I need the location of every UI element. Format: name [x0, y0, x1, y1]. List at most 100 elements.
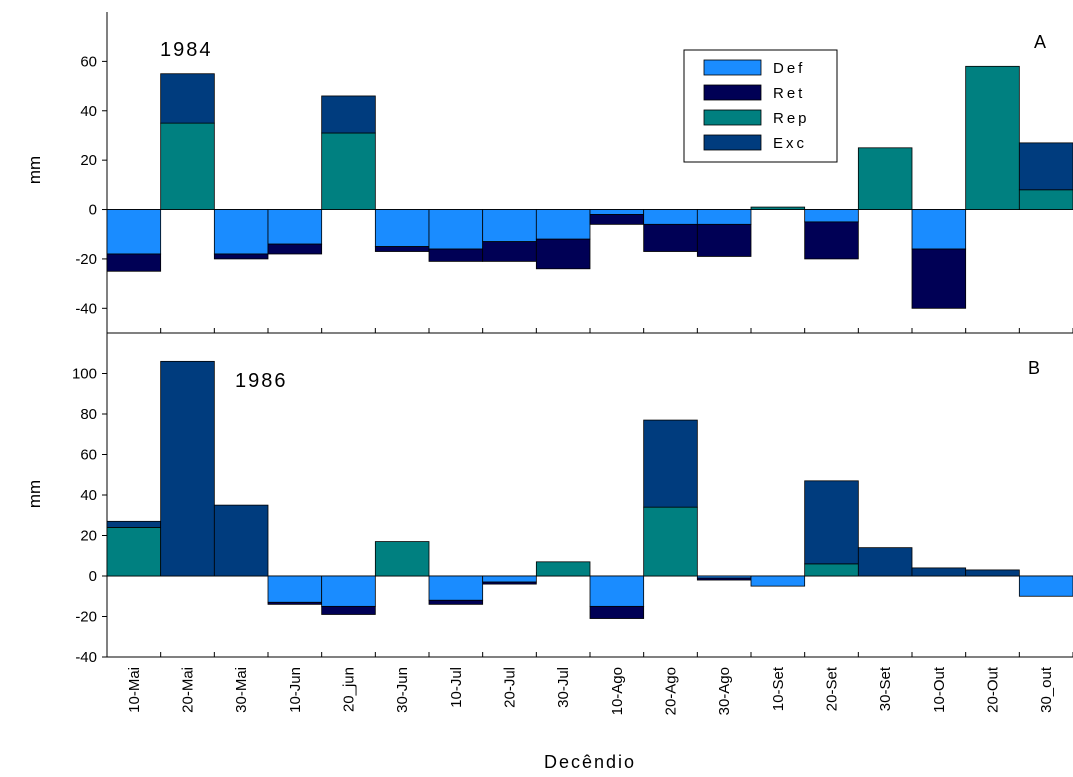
bar-a-def-7 — [482, 209, 537, 243]
bar-a-ret-7 — [482, 241, 537, 262]
bar-b-exc-14 — [857, 547, 913, 577]
bar-b-rep-10 — [643, 506, 698, 577]
bar-a-ret-2 — [213, 253, 269, 260]
y-tick-label-b: 20 — [80, 528, 97, 545]
category-label-1: 20-Mai — [180, 667, 197, 713]
bar-a-exc-4 — [321, 95, 376, 134]
year-label-a: 1984 — [160, 39, 213, 61]
bar-a-exc-1 — [160, 73, 215, 124]
bar-a-rep-1 — [160, 122, 215, 210]
bar-a-rep-17 — [1018, 189, 1073, 210]
legend-label-exc: Exc — [773, 135, 807, 152]
legend-swatch-exc — [703, 134, 762, 151]
bar-a-def-10 — [643, 209, 698, 225]
panel-b: -40 -20 0 20 40 60 80 100 mm 1986 B — [25, 333, 1073, 666]
bar-a-def-3 — [267, 209, 323, 245]
bar-a-def-6 — [428, 209, 484, 250]
category-label-11: 30-Ago — [716, 667, 733, 715]
legend-label-def: Def — [773, 60, 805, 77]
bar-a-rep-16 — [965, 65, 1020, 210]
category-label-14: 30-Set — [877, 666, 894, 711]
bar-a-ret-13 — [804, 221, 859, 260]
y-tick-label-b: 0 — [89, 568, 97, 585]
panel-a: -40 -20 0 20 40 60 mm 1984 A — [25, 12, 1073, 334]
y-tick-label-b: -20 — [75, 609, 97, 626]
category-label-9: 10-Ago — [609, 667, 626, 715]
bar-b-def-17 — [1018, 575, 1073, 597]
bar-a-def-11 — [696, 209, 752, 225]
y-tick-label-a: 60 — [80, 53, 97, 70]
category-label-7: 20-Jul — [502, 667, 519, 708]
bar-a-ret-0 — [106, 253, 162, 272]
bar-b-rep-13 — [804, 563, 859, 577]
y-tick-label-a: 40 — [80, 103, 97, 120]
y-tick-label-b: 80 — [80, 406, 97, 423]
y-tick-label-a: -40 — [75, 300, 97, 317]
legend-swatch-ret — [703, 84, 762, 101]
y-tick-label-a: 0 — [89, 202, 97, 219]
bar-a-def-8 — [535, 209, 591, 240]
bar-a-ret-15 — [911, 248, 967, 309]
bar-a-def-13 — [804, 209, 859, 223]
bar-a-ret-5 — [374, 246, 430, 252]
bar-b-def-6 — [428, 575, 484, 601]
legend-label-ret: Ret — [773, 85, 805, 102]
bar-b-ret-11 — [696, 577, 752, 581]
bar-a-rep-14 — [857, 147, 913, 210]
bar-b-def-9 — [589, 575, 645, 607]
category-label-10: 20-Ago — [663, 667, 680, 715]
category-label-15: 10-Out — [931, 666, 948, 713]
bar-a-def-15 — [911, 209, 967, 250]
bar-b-ret-3 — [267, 601, 323, 605]
bar-a-ret-3 — [267, 243, 323, 255]
legend-swatch-def — [703, 59, 762, 76]
bar-b-def-4 — [321, 575, 376, 607]
bar-b-rep-5 — [374, 541, 430, 577]
panel-letter-b: B — [1028, 358, 1040, 378]
bar-a-ret-11 — [696, 223, 752, 257]
bar-b-exc-15 — [911, 567, 967, 577]
y-tick-label-b: 100 — [72, 366, 97, 383]
bar-a-rep-4 — [321, 132, 376, 210]
category-label-2: 30-Mai — [233, 667, 250, 713]
bar-a-def-0 — [106, 209, 162, 255]
category-label-16: 20-Out — [985, 666, 1002, 713]
legend-swatch-rep — [703, 109, 762, 126]
panel-letter-a: A — [1034, 32, 1046, 52]
y-tick-label-a: 20 — [80, 152, 97, 169]
category-label-8: 30-Jul — [555, 667, 572, 708]
bar-a-ret-9 — [589, 214, 645, 225]
bar-b-rep-8 — [535, 561, 591, 577]
y-axis-title-a: mm — [25, 156, 44, 184]
category-label-4: 20_jun — [341, 667, 358, 712]
bar-b-def-3 — [267, 575, 323, 603]
bar-b-exc-16 — [965, 569, 1020, 577]
bar-b-def-7 — [482, 575, 537, 583]
bar-a-def-2 — [213, 209, 269, 255]
x-axis: 10-Mai 20-Mai 30-Mai 10-Jun 20_jun 30-Jun 10-J… — [126, 666, 1055, 715]
category-label-6: 10-Jul — [448, 667, 465, 708]
bar-a-def-9 — [589, 209, 645, 215]
y-tick-label-b: 60 — [80, 447, 97, 464]
legend: Def Ret Rep Exc — [683, 49, 838, 163]
bar-b-exc-1 — [160, 360, 215, 577]
bar-b-rep-0 — [106, 527, 162, 577]
bar-a-exc-17 — [1018, 142, 1073, 191]
y-tick-label-b: 40 — [80, 487, 97, 504]
bar-a-rep-12 — [750, 206, 806, 210]
category-label-12: 10-Set — [770, 666, 787, 711]
y-tick-label-a: -20 — [75, 251, 97, 268]
category-label-13: 20-Set — [824, 666, 841, 711]
bar-b-ret-6 — [428, 599, 484, 605]
category-label-5: 30-Jun — [394, 667, 411, 713]
bar-b-def-12 — [750, 575, 806, 587]
y-axis-title-b: mm — [25, 480, 44, 508]
bar-b-ret-9 — [589, 605, 645, 619]
category-label-3: 10-Jun — [287, 667, 304, 713]
bar-a-def-5 — [374, 209, 430, 247]
bar-a-ret-10 — [643, 223, 698, 252]
x-axis-title: Decêndio — [544, 752, 636, 772]
bar-b-exc-2 — [213, 504, 269, 577]
y-tick-label-b: -40 — [75, 649, 97, 666]
